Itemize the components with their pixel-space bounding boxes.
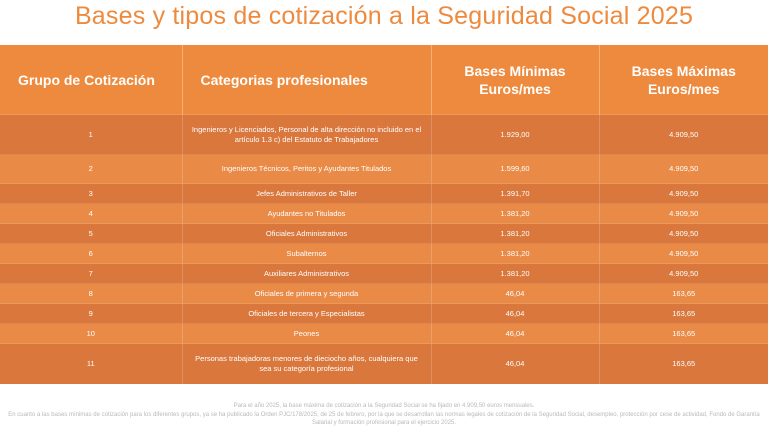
- cell-grupo: 9: [0, 303, 183, 324]
- cell-minima: 1.599,60: [431, 154, 600, 184]
- cell-grupo: 5: [0, 223, 183, 244]
- table-header-row: Grupo de Cotización Categorias profesion…: [0, 45, 768, 115]
- table-row: 2 Ingenieros Técnicos, Peritos y Ayudante…: [0, 154, 768, 184]
- cell-categoria: Oficiales de tercera y Especialistas: [182, 303, 432, 324]
- cell-categoria: Ingenieros y Licenciados, Personal de al…: [182, 114, 432, 155]
- cell-grupo: 2: [0, 154, 183, 184]
- cell-minima: 1.929,00: [431, 114, 600, 155]
- table-row: 8 Oficiales de primera y segunda 46,04 163,…: [0, 283, 768, 304]
- cell-maxima: 4.909,50: [599, 223, 768, 244]
- cell-grupo: 3: [0, 183, 183, 204]
- page-title: Bases y tipos de cotización a la Segurid…: [74, 2, 694, 30]
- cell-categoria: Auxiliares Administrativos: [182, 263, 432, 284]
- cell-maxima: 163,65: [599, 343, 768, 384]
- cell-categoria: Personas trabajadoras menores de diecioc…: [182, 343, 432, 384]
- table-row: 7 Auxiliares Administrativos 1.381,20 4.909…: [0, 263, 768, 284]
- table-body: 1 Ingenieros y Licenciados, Personal de a…: [0, 114, 768, 384]
- cell-grupo: 6: [0, 243, 183, 264]
- header-bases-minimas: Bases Mínimas Euros/mes: [431, 45, 600, 115]
- footer-line-1: Para el año 2025, la base máxima de coti…: [233, 403, 535, 409]
- cell-categoria: Oficiales de primera y segunda: [182, 283, 432, 304]
- table-row: 9 Oficiales de tercera y Especialistas 46,…: [0, 303, 768, 324]
- cell-categoria: Ayudantes no Titulados: [182, 203, 432, 224]
- cell-maxima: 163,65: [599, 283, 768, 304]
- cell-maxima: 4.909,50: [599, 183, 768, 204]
- table-row: 4 Ayudantes no Titulados 1.381,20 4.909,50: [0, 203, 768, 224]
- table-row: 5 Oficiales Administrativos 1.381,20 4.909,…: [0, 223, 768, 244]
- cell-categoria: Ingenieros Técnicos, Peritos y Ayudantes…: [182, 154, 432, 184]
- cell-categoria: Peones: [182, 323, 432, 344]
- cell-maxima: 4.909,50: [599, 263, 768, 284]
- table-row: 6 Subalternos 1.381,20 4.909,50: [0, 243, 768, 264]
- table-row: 11 Personas trabajadoras menores de dieci…: [0, 343, 768, 384]
- cell-minima: 1.381,20: [431, 263, 600, 284]
- cell-categoria: Oficiales Administrativos: [182, 223, 432, 244]
- cell-minima: 46,04: [431, 323, 600, 344]
- cell-minima: 46,04: [431, 303, 600, 324]
- cell-maxima: 4.909,50: [599, 243, 768, 264]
- cotizacion-table: Grupo de Cotización Categorias profesion…: [0, 45, 768, 384]
- cell-maxima: 163,65: [599, 303, 768, 324]
- cell-minima: 1.381,20: [431, 243, 600, 264]
- cell-minima: 1.381,20: [431, 223, 600, 244]
- cell-grupo: 11: [0, 343, 183, 384]
- cell-minima: 46,04: [431, 343, 600, 384]
- cell-maxima: 4.909,50: [599, 154, 768, 184]
- header-categoria: Categorias profesionales: [182, 45, 432, 115]
- cell-minima: 1.381,20: [431, 203, 600, 224]
- cell-categoria: Jefes Administrativos de Taller: [182, 183, 432, 204]
- cell-grupo: 8: [0, 283, 183, 304]
- table-row: 10 Peones 46,04 163,65: [0, 323, 768, 344]
- cell-grupo: 4: [0, 203, 183, 224]
- cell-categoria: Subalternos: [182, 243, 432, 264]
- footer-note: Para el año 2025, la base máxima de coti…: [8, 402, 760, 428]
- table-row: 3 Jefes Administrativos de Taller 1.391,70…: [0, 183, 768, 204]
- header-grupo: Grupo de Cotización: [0, 45, 183, 115]
- cell-minima: 46,04: [431, 283, 600, 304]
- cell-grupo: 7: [0, 263, 183, 284]
- table-row: 1 Ingenieros y Licenciados, Personal de a…: [0, 114, 768, 155]
- cell-maxima: 4.909,50: [599, 114, 768, 155]
- header-bases-maximas: Bases Máximas Euros/mes: [599, 45, 768, 115]
- footer-line-2: En cuanto a las bases mínimas de cotizac…: [8, 411, 760, 427]
- cell-maxima: 4.909,50: [599, 203, 768, 224]
- cell-grupo: 10: [0, 323, 183, 344]
- cell-maxima: 163,65: [599, 323, 768, 344]
- cell-minima: 1.391,70: [431, 183, 600, 204]
- cell-grupo: 1: [0, 114, 183, 155]
